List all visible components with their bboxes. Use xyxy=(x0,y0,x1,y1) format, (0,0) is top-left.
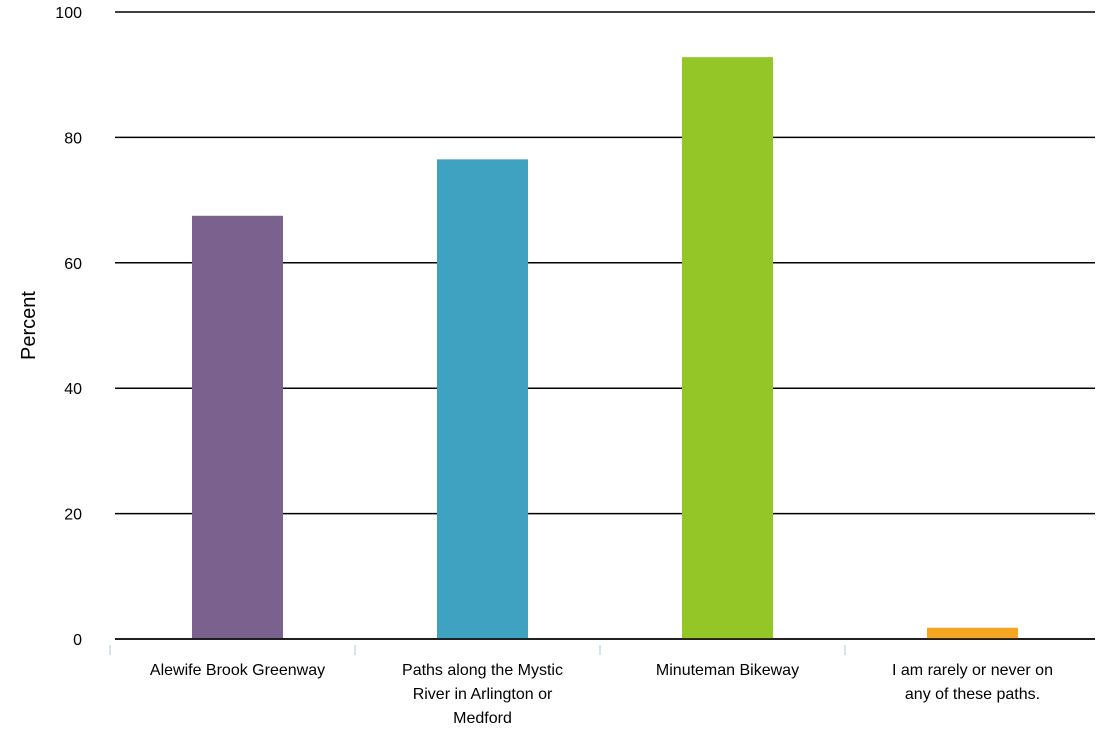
x-tick-label: Minuteman Bikeway xyxy=(656,662,799,679)
bar xyxy=(927,627,1018,639)
x-tick-label-line: Paths along the Mystic xyxy=(402,662,563,679)
x-tick-label-line: Minuteman Bikeway xyxy=(656,662,799,679)
y-tick-label: 40 xyxy=(64,381,82,398)
y-tick-label: 60 xyxy=(64,256,82,273)
x-tick-label-line: River in Arlington or xyxy=(413,686,553,703)
bars xyxy=(115,57,1095,640)
x-tick-label-line: Medford xyxy=(453,710,512,727)
x-tick-label: Alewife Brook Greenway xyxy=(150,662,325,679)
y-tick-label: 100 xyxy=(55,5,82,22)
bar xyxy=(682,57,773,640)
x-tick-label: Paths along the Mystic River in Arlington… xyxy=(402,662,563,727)
x-tick-marks xyxy=(109,645,846,655)
x-tick-label-line: Alewife Brook Greenway xyxy=(150,662,325,679)
y-tick-label: 20 xyxy=(64,507,82,524)
bar xyxy=(192,215,283,639)
x-tick-label-line: I am rarely or never on xyxy=(892,662,1053,679)
y-tick-label: 0 xyxy=(73,632,82,649)
y-axis-title: Percent xyxy=(18,291,40,360)
x-tick-label: I am rarely or never on any of these path… xyxy=(892,662,1053,703)
bar xyxy=(437,159,528,639)
x-tick-label-line: any of these paths. xyxy=(905,686,1040,703)
category-labels: Alewife Brook Greenway Paths along the My… xyxy=(150,662,1053,727)
y-tick-labels: 0 20 40 60 80 100 xyxy=(55,5,82,649)
y-tick-label: 80 xyxy=(64,130,82,147)
